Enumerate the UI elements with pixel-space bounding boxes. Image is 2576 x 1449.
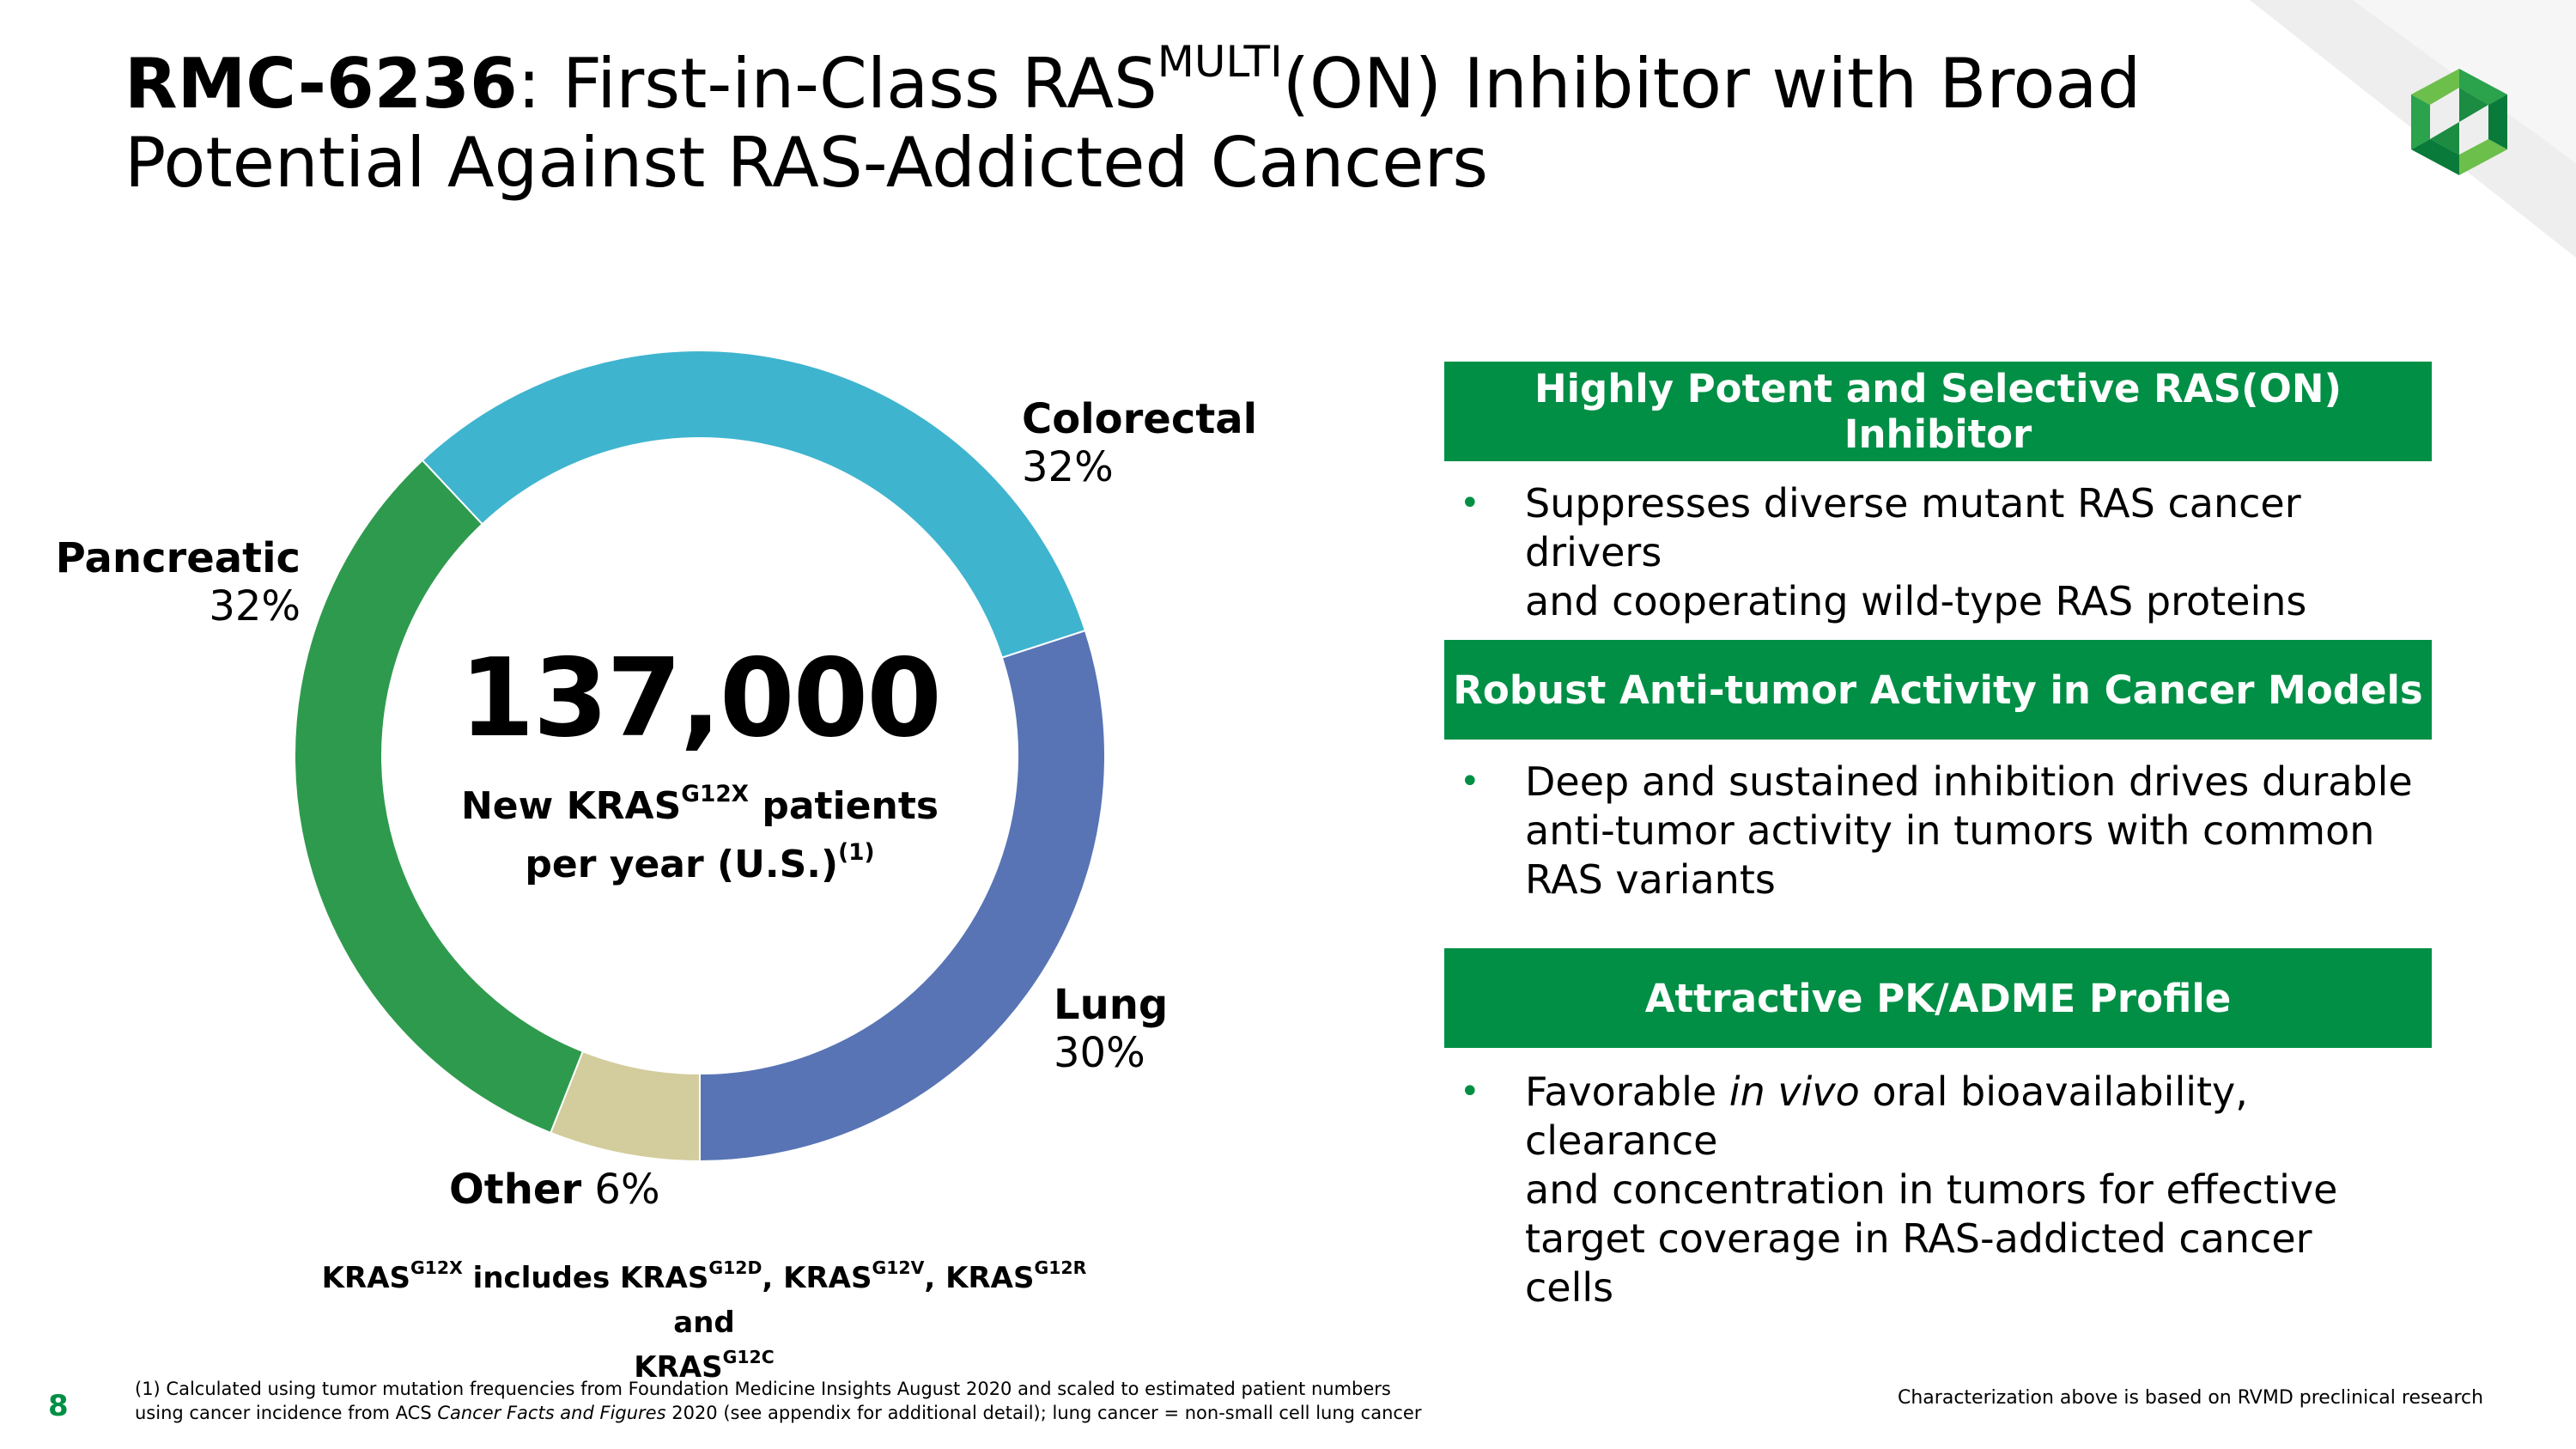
center-caption-line2: per year (U.S.)(1) xyxy=(525,839,875,886)
panel-body-antitumor: • Deep and sustained inhibition drives d… xyxy=(1460,758,2413,904)
page-title: RMC-6236: First-in-Class RASMULTI(ON) In… xyxy=(125,40,2357,203)
chart-note-line1: KRASG12X includes KRASG12D, KRASG12V, KR… xyxy=(321,1257,1087,1340)
label-other-name: Other xyxy=(449,1166,582,1214)
panel-pk-line2: and concentration in tumors for effectiv… xyxy=(1525,1166,2338,1213)
panel-potent-line1: Suppresses diverse mutant RAS cancer dri… xyxy=(1525,480,2301,575)
label-lung-name: Lung xyxy=(1054,981,1169,1029)
page-number: 8 xyxy=(48,1389,69,1423)
chart-note-line2: KRASG12C xyxy=(634,1346,775,1385)
label-lung-value: 30% xyxy=(1054,1029,1145,1077)
center-caption: New KRASG12X patients per year (U.S.)(1) xyxy=(442,777,957,894)
panel-pk-line1: Favorable in vivo oral bioavailability, … xyxy=(1525,1068,2248,1164)
title-superscript: MULTI xyxy=(1157,37,1283,88)
center-caption-line1: New KRASG12X patients xyxy=(460,781,939,828)
label-pancreatic: Pancreatic 32% xyxy=(43,534,301,630)
footnote: (1) Calculated using tumor mutation freq… xyxy=(135,1377,1423,1425)
panel-antitumor-line2: anti-tumor activity in tumors with commo… xyxy=(1525,807,2375,854)
title-product: RMC-6236 xyxy=(125,44,518,124)
panel-antitumor-line3: RAS variants xyxy=(1525,856,1776,903)
panel-body-potent: • Suppresses diverse mutant RAS cancer d… xyxy=(1460,479,2413,626)
label-pancreatic-value: 32% xyxy=(209,582,301,630)
center-value: 137,000 xyxy=(459,635,942,761)
label-other: Other 6% xyxy=(449,1166,660,1214)
panel-header-pk: Attractive PK/ADME Profile xyxy=(1444,948,2432,1048)
characterization-note: Characterization above is based on RVMD … xyxy=(1898,1387,2484,1409)
bullet-icon: • xyxy=(1460,1072,1480,1111)
panel-header-antitumor: Robust Anti-tumor Activity in Cancer Mod… xyxy=(1444,640,2432,740)
slice-colorectal xyxy=(421,350,1087,659)
title-part2: (ON) Inhibitor with Broad xyxy=(1282,44,2142,124)
label-pancreatic-name: Pancreatic xyxy=(55,534,301,582)
panel-body-pk: • Favorable in vivo oral bioavailability… xyxy=(1460,1068,2413,1312)
bullet-icon: • xyxy=(1460,762,1480,801)
footnote-line1: (1) Calculated using tumor mutation freq… xyxy=(135,1379,1391,1399)
company-logo-icon xyxy=(2411,69,2507,175)
panel-potent-line2: and cooperating wild-type RAS proteins xyxy=(1525,578,2307,624)
panel-header-potent: Highly Potent and Selective RAS(ON) Inhi… xyxy=(1444,362,2432,461)
label-colorectal-value: 32% xyxy=(1022,443,1114,491)
slice-lung xyxy=(699,629,1106,1163)
chart-note: KRASG12X includes KRASG12D, KRASG12V, KR… xyxy=(309,1256,1099,1390)
slice-pancreatic xyxy=(294,459,585,1135)
label-colorectal: Colorectal 32% xyxy=(1022,395,1257,491)
title-part1: : First-in-Class RAS xyxy=(517,44,1157,124)
label-colorectal-name: Colorectal xyxy=(1022,395,1258,443)
label-lung: Lung 30% xyxy=(1054,981,1168,1077)
panel-antitumor-line1: Deep and sustained inhibition drives dur… xyxy=(1525,758,2413,805)
panel-pk-line3: target coverage in RAS-addicted cancer c… xyxy=(1525,1215,2312,1311)
bullet-icon: • xyxy=(1460,484,1480,523)
footnote-line2: using cancer incidence from ACS Cancer F… xyxy=(135,1403,1422,1423)
title-line2: Potential Against RAS-Addicted Cancers xyxy=(125,123,1489,203)
label-other-value: 6% xyxy=(594,1166,660,1214)
